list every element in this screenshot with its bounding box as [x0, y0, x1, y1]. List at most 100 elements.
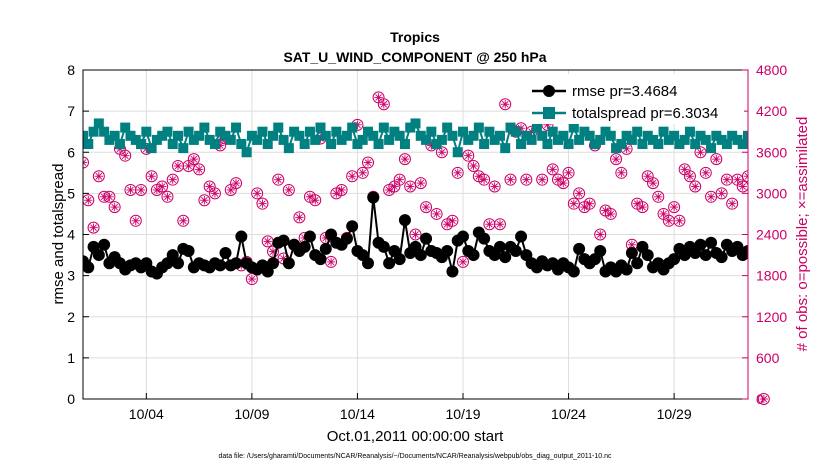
obs-assimilated-marker	[480, 176, 488, 184]
y-tick-label: 7	[67, 103, 75, 119]
obs-assimilated-marker	[734, 176, 741, 184]
obs-assimilated-marker	[443, 220, 451, 228]
obs-point	[83, 156, 89, 169]
obs-assimilated-marker	[201, 196, 208, 204]
obs-point	[145, 170, 158, 183]
obs-possible-marker	[736, 180, 748, 193]
obs-possible-marker	[156, 180, 169, 193]
totalspread-point	[489, 134, 500, 145]
obs-possible-marker	[604, 207, 617, 220]
totalspread-point	[194, 130, 205, 141]
totalspread-point	[658, 126, 669, 137]
obs-assimilated-marker	[660, 210, 667, 218]
totalspread-point	[130, 134, 141, 145]
totalspread-point	[542, 139, 553, 150]
totalspread-point	[278, 134, 289, 145]
obs-assimilated-marker	[190, 155, 198, 163]
rmse-point	[699, 249, 712, 262]
totalspread-point	[521, 130, 532, 141]
obs-possible-marker	[683, 170, 696, 183]
obs-point	[731, 173, 744, 186]
obs-assimilated-marker	[401, 155, 409, 163]
obs-assimilated-marker	[296, 214, 303, 221]
obs-point	[261, 235, 274, 248]
obs-assimilated-marker	[665, 217, 673, 225]
totalspread-point	[574, 134, 585, 145]
obs-possible-marker	[135, 183, 148, 196]
y-tick-label: 8	[67, 62, 75, 78]
totalspread-point	[236, 139, 247, 150]
totalspread-point	[447, 130, 458, 141]
obs-assimilated-marker	[121, 152, 129, 160]
obs-assimilated-marker	[507, 176, 514, 184]
footnote: data file: /Users/gharamti/Documents/NCA…	[218, 453, 612, 460]
obs-point	[414, 177, 427, 190]
obs-assimilated-marker	[327, 258, 335, 266]
rmse-point	[235, 230, 248, 243]
totalspread-point	[716, 134, 727, 145]
obs-assimilated-marker	[359, 169, 367, 177]
totalspread-point	[516, 139, 527, 150]
obs-possible-marker	[710, 153, 723, 166]
obs-assimilated-marker	[617, 169, 625, 177]
obs-assimilated-marker	[259, 200, 266, 207]
obs-possible-marker	[230, 177, 243, 190]
obs-assimilated-marker	[127, 186, 134, 194]
obs-assimilated-marker	[253, 190, 261, 197]
obs-point	[198, 194, 211, 207]
obs-point	[377, 98, 390, 111]
obs-possible-marker	[129, 214, 142, 227]
obs-point	[652, 190, 665, 203]
obs-point	[488, 180, 501, 193]
obs-possible-marker	[193, 163, 206, 176]
totalspread-point	[273, 122, 284, 133]
y2-tick-label: 3600	[756, 144, 787, 160]
obs-assimilated-marker	[90, 224, 97, 231]
totalspread-point	[389, 126, 400, 137]
obs-possible-marker	[346, 170, 359, 183]
obs-assimilated-marker	[137, 186, 145, 194]
obs-point	[325, 255, 338, 268]
obs-point	[604, 207, 617, 220]
rmse-point	[625, 247, 638, 260]
totalspread-point	[157, 130, 168, 141]
obs-point	[641, 170, 654, 183]
obs-assimilated-marker	[285, 186, 293, 194]
totalspread-point	[743, 130, 748, 141]
obs-assimilated-marker	[750, 170, 756, 176]
obs-assimilated-marker	[586, 200, 594, 207]
totalspread-point	[711, 130, 722, 141]
rmse-point	[230, 257, 243, 270]
y2-axis-label: # of obs: o=possible; ×=assimilated	[794, 117, 811, 352]
obs-assimilated-marker	[501, 100, 509, 108]
obs-point	[647, 177, 659, 190]
obs-assimilated-marker	[639, 203, 646, 211]
obs-assimilated-marker	[712, 155, 720, 163]
obs-point	[293, 211, 306, 224]
obs-possible-marker	[404, 180, 417, 193]
obs-point	[335, 183, 348, 196]
obs-assimilated-marker	[306, 193, 314, 201]
obs-point	[657, 207, 670, 220]
totalspread-point	[421, 134, 432, 145]
y-tick-label: 6	[67, 144, 75, 160]
obs-point	[742, 170, 748, 183]
obs-assimilated-marker	[332, 190, 340, 197]
totalspread-point	[463, 134, 474, 145]
obs-point	[230, 177, 243, 190]
obs-point	[446, 214, 459, 227]
totalspread-point	[600, 126, 611, 137]
x-tick-label: 10/29	[657, 406, 692, 422]
obs-assimilated-marker	[280, 255, 287, 262]
totalspread-point	[690, 139, 701, 150]
obs-possible-marker	[272, 173, 285, 186]
obs-assimilated-marker	[670, 203, 678, 211]
obs-point	[483, 218, 496, 231]
obs-point	[83, 194, 95, 207]
obs-assimilated-marker	[744, 172, 748, 177]
totalspread-point	[363, 126, 373, 137]
obs-point	[536, 173, 549, 186]
obs-point	[92, 170, 105, 183]
obs-assimilated-marker	[581, 203, 588, 211]
x-tick-label: 10/24	[551, 406, 586, 422]
